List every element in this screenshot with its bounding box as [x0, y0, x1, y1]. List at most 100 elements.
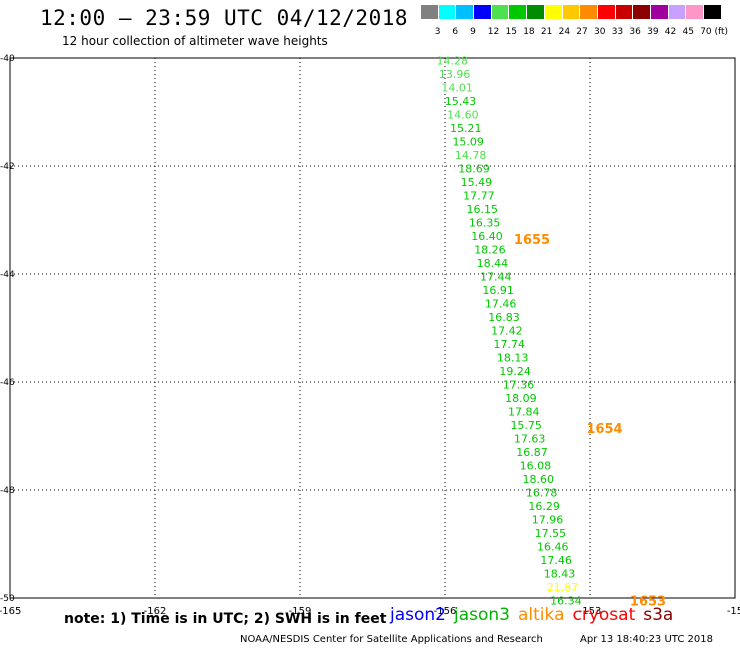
time-annotation: 1655 [514, 233, 550, 248]
x-tick-label: -162 [144, 606, 167, 617]
satellite-legend-jason3: jason3 [454, 605, 510, 625]
color-scale-swatch [544, 5, 563, 19]
color-scale-cell [456, 5, 475, 19]
wave-height-label: 15.09 [452, 136, 484, 149]
chart-title: 12:00 – 23:59 UTC 04/12/2018 [40, 6, 409, 30]
satellite-legend-jason2: jason2 [390, 605, 446, 625]
y-tick-label: -42 [0, 162, 15, 172]
color-scale-swatch [668, 5, 687, 19]
x-tick-label: -15 [727, 606, 740, 617]
color-scale-swatch [438, 5, 457, 19]
time-annotation: 1653 [630, 595, 666, 610]
wave-height-label: 14.28 [437, 55, 469, 68]
color-scale-swatch [650, 5, 669, 19]
color-scale-cell [509, 5, 528, 19]
wave-height-label: 14.78 [455, 149, 487, 162]
color-scale-cell [615, 5, 634, 19]
x-tick-label: -159 [289, 606, 312, 617]
wave-height-label: 16.29 [528, 500, 560, 513]
wave-height-label: 16.87 [516, 446, 548, 459]
wave-height-label: 15.49 [461, 176, 493, 189]
color-scale-label: 45 [682, 27, 694, 37]
color-scale-label: 33 [611, 27, 624, 37]
plot-frame [9, 57, 736, 599]
color-scale-cell [544, 5, 563, 19]
color-scale-label: 70 (ft) [700, 27, 729, 37]
wave-height-label: 15.75 [510, 419, 542, 432]
footer-timestamp: Apr 13 18:40:23 UTC 2018 [580, 634, 713, 645]
wave-height-label: 16.34 [550, 595, 582, 608]
wave-height-label: 17.46 [485, 298, 517, 311]
color-scale-cell [474, 5, 492, 19]
color-scale-cell [421, 5, 439, 19]
y-tick-label: -46 [0, 378, 15, 388]
color-scale-label: 27 [576, 27, 588, 37]
wave-height-label: 17.55 [535, 527, 567, 540]
wave-height-label: 16.08 [520, 460, 552, 473]
color-scale-swatch [633, 5, 651, 19]
footer-credit: NOAA/NESDIS Center for Satellite Applica… [240, 634, 543, 645]
wave-height-label: 16.46 [537, 541, 569, 554]
color-scale-swatch [597, 5, 616, 19]
color-scale-label: 3 [434, 27, 441, 37]
satellite-legend-s3a: s3a [643, 605, 674, 625]
wave-height-label: 18.26 [474, 244, 506, 257]
wave-height-label: 17.36 [503, 379, 535, 392]
color-scale-cell [704, 5, 722, 19]
satellite-legend: jason2 jason3 altika cryosat s3a [390, 605, 673, 625]
color-scale-cell [438, 5, 457, 19]
wave-height-label: 18.69 [458, 163, 490, 176]
color-scale-label: 30 [594, 27, 606, 37]
color-scale-label: 21 [540, 27, 553, 37]
wave-height-label: 14.60 [447, 109, 479, 122]
color-scale-swatch [615, 5, 634, 19]
wave-height-label: 18.09 [505, 392, 537, 405]
color-scale-swatch [686, 5, 704, 19]
color-scale-label: 42 [664, 27, 677, 37]
color-scale-swatch [474, 5, 492, 19]
y-tick-label: -44 [0, 270, 15, 280]
y-tick-label: -40 [0, 54, 15, 64]
wave-height-label: 14.01 [441, 82, 473, 95]
y-tick-label: -50 [0, 594, 15, 604]
color-scale-label: 12 [487, 27, 500, 37]
wave-height-label: 15.21 [450, 122, 482, 135]
wave-height-label: 18.13 [497, 352, 529, 365]
color-scale-label: 6 [452, 27, 459, 37]
color-scale-label: 15 [505, 27, 517, 37]
time-annotation: 1654 [586, 422, 622, 437]
color-scale-cell [668, 5, 687, 19]
wave-height-label: 17.42 [491, 325, 523, 338]
y-tick-label: -48 [0, 486, 15, 496]
color-scale-cell [686, 5, 704, 19]
wave-height-label: 17.77 [463, 190, 495, 203]
wave-height-label: 17.63 [514, 433, 546, 446]
color-scale-swatch [421, 5, 439, 19]
wave-height-label: 13.96 [439, 68, 471, 81]
color-scale-cell [597, 5, 616, 19]
chart-subtitle: 12 hour collection of altimeter wave hei… [62, 34, 328, 48]
color-scale-cell [527, 5, 545, 19]
color-scale-label: 39 [647, 27, 659, 37]
color-scale-cell [562, 5, 581, 19]
wave-height-label: 17.96 [532, 514, 564, 527]
wave-height-label: 16.40 [471, 230, 503, 243]
wave-height-label: 17.84 [508, 406, 540, 419]
color-scale-swatch [456, 5, 475, 19]
satellite-legend-cryosat: cryosat [572, 605, 636, 625]
color-scale-swatch [562, 5, 581, 19]
wave-height-label: 16.83 [488, 311, 520, 324]
color-scale-label: 18 [523, 27, 535, 37]
x-tick-label: -156 [434, 606, 457, 617]
color-scale-swatch [509, 5, 528, 19]
color-scale-cell [491, 5, 510, 19]
wave-height-label: 17.74 [494, 338, 526, 351]
color-scale-swatch [491, 5, 510, 19]
wave-height-label: 15.43 [445, 95, 477, 108]
x-tick-label: -153 [579, 606, 602, 617]
color-scale-label: 9 [470, 27, 476, 37]
wave-height-label: 21.87 [547, 581, 579, 594]
wave-height-label: 17.46 [540, 554, 572, 567]
wave-height-label: 16.35 [469, 217, 501, 230]
